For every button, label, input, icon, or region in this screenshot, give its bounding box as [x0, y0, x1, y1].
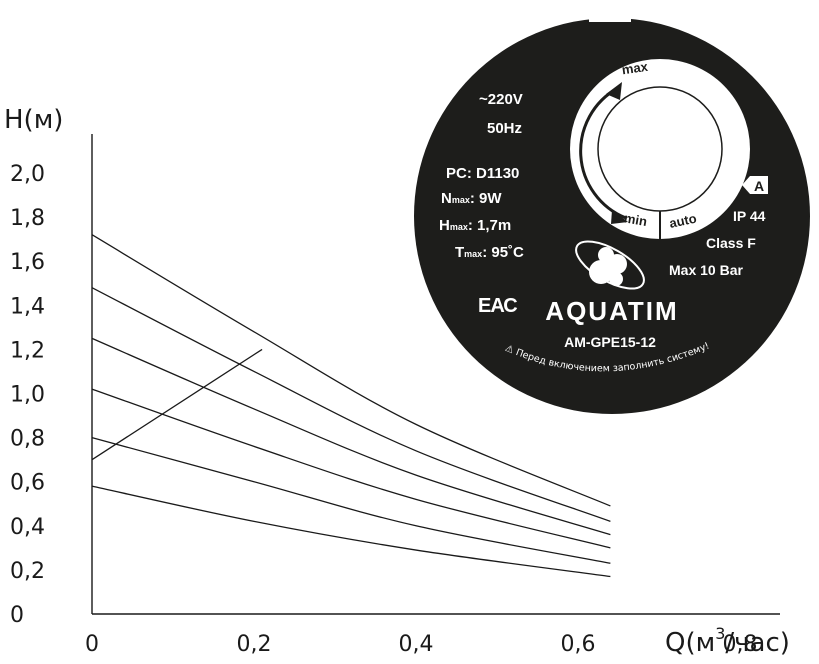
energy-class-tag-icon	[742, 176, 768, 194]
dial-min-label: min	[623, 210, 648, 229]
model-label: AM-GPE15-12	[564, 334, 656, 350]
h-max-label: Hmax: 1,7m	[439, 217, 511, 234]
brand-label: AQUATIM	[545, 296, 678, 326]
y-tick-label: 2,0	[10, 162, 45, 187]
chart: H(м) Q(м3/час) 0 0,2 0,4 0,6 0,8 1,0 1,2 1,4 1,6…	[4, 105, 790, 658]
dial-max-label: max	[621, 59, 650, 78]
y-tick-label: 0	[10, 603, 24, 628]
y-axis-title: H(м)	[4, 105, 63, 135]
y-tick-label: 1,2	[10, 338, 45, 363]
badge-notch	[589, 14, 631, 22]
operating-line	[91, 348, 263, 461]
x-tick-label: 0	[85, 632, 99, 657]
pump-curve-6	[91, 485, 611, 578]
pc-label: PC: D1130	[446, 165, 519, 182]
pump-curve-1	[91, 234, 611, 507]
t-max-label: Tmax: 95˚C	[455, 244, 524, 261]
pump-curve-2	[91, 287, 611, 523]
y-tick-label: 1,6	[10, 250, 45, 275]
x-tick-label: 0,2	[237, 632, 272, 657]
n-max-label: Nmax: 9W	[441, 190, 502, 207]
pressure-label: Max 10 Bar	[669, 262, 743, 278]
x-tick-label: 0,4	[399, 632, 434, 657]
x-tick-label: 0,8	[723, 632, 758, 657]
y-tick-label: 0,2	[10, 559, 45, 584]
pump-curve-4	[91, 388, 611, 549]
y-tick-label: 1,4	[10, 294, 45, 319]
pump-badge: max min auto ~220V 50Hz PC: D1130 Nmax: …	[414, 14, 810, 414]
insulation-label: Class F	[706, 235, 756, 251]
dial-knob[interactable]	[597, 86, 723, 212]
y-tick-label: 1,0	[10, 383, 45, 408]
pump-curve-3	[91, 337, 611, 536]
y-tick-label: 0,4	[10, 515, 45, 540]
y-tick-label: 0,6	[10, 471, 45, 496]
voltage-label: ~220V	[479, 91, 523, 108]
aquatim-logo-icon	[575, 240, 645, 290]
x-axis-title: Q(м3/час)	[665, 624, 790, 658]
dial-arrow-down-icon	[611, 210, 628, 224]
dial-auto-label: auto	[668, 211, 698, 231]
energy-class-label: A	[754, 178, 764, 194]
dial-arc	[579, 86, 627, 220]
x-tick-labels: 0 0,2 0,4 0,6 0,8	[85, 632, 758, 657]
x-tick-label: 0,6	[561, 632, 596, 657]
eac-mark: ЕАС	[478, 295, 517, 317]
pump-curve-5	[91, 436, 611, 564]
curves	[91, 234, 611, 578]
frequency-label: 50Hz	[487, 120, 522, 137]
dial-arrow-up-icon	[606, 82, 622, 100]
ip-label: IP 44	[733, 208, 766, 224]
y-tick-label: 1,8	[10, 206, 45, 231]
y-tick-labels: 0 0,2 0,4 0,6 0,8 1,0 1,2 1,4 1,6 1,8 2,0	[10, 162, 45, 628]
y-tick-label: 0,8	[10, 427, 45, 452]
